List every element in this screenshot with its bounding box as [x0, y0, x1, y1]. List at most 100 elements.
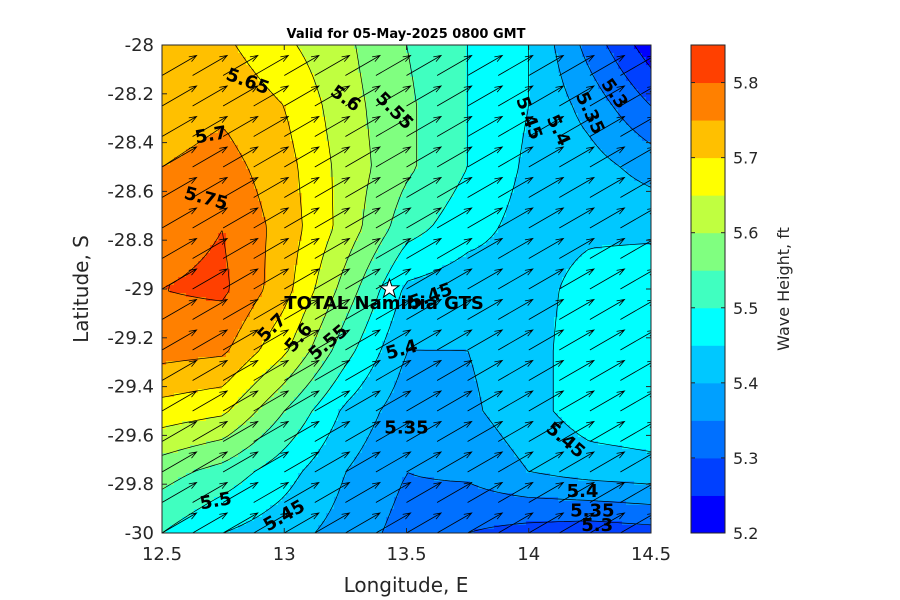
colorbar-swatch	[691, 120, 725, 159]
wave-vector-arrow	[497, 54, 534, 76]
wave-vector-arrow	[253, 359, 290, 381]
wave-vector-arrow	[162, 115, 198, 137]
wave-vector-arrow	[589, 420, 626, 442]
wave-vector-arrow	[345, 85, 382, 107]
x-tick-label: 12.5	[142, 544, 182, 565]
wave-vector-arrow	[253, 207, 290, 229]
wave-vector-arrow	[253, 390, 290, 412]
wave-vector-arrow	[314, 359, 351, 381]
wave-vector-arrow	[528, 85, 565, 107]
colorbar-swatch	[691, 457, 725, 496]
wave-vector-arrow	[589, 390, 626, 412]
wave-vector-arrow	[497, 146, 534, 168]
contour-label: 5.35	[384, 418, 428, 439]
x-axis-title: Longitude, E	[344, 573, 469, 597]
wave-vector-arrow	[559, 329, 596, 351]
colorbar-tick-label: 5.4	[733, 374, 758, 393]
y-tick-label: -30	[125, 523, 154, 544]
wave-vector-arrow	[162, 451, 198, 473]
wave-vector-arrow	[589, 329, 626, 351]
wave-vector-arrow	[620, 208, 651, 229]
chart-title: Valid for 05-May-2025 0800 GMT	[287, 27, 526, 42]
wave-vector-arrow	[559, 268, 596, 290]
y-tick-label: -28	[125, 35, 154, 56]
wave-vector-arrow	[620, 269, 651, 290]
wave-vector-arrow	[284, 268, 320, 290]
wave-vector-arrow	[284, 451, 320, 473]
wave-vector-arrow	[222, 237, 259, 259]
wave-vector-arrow	[375, 54, 412, 76]
wave-vector-arrow	[253, 329, 290, 351]
wave-vector-arrow	[436, 420, 473, 442]
wave-vector-arrow	[192, 481, 229, 503]
wave-vector-arrow	[620, 421, 651, 442]
wave-vector-arrow	[314, 237, 351, 259]
wave-vector-arrow	[162, 329, 198, 351]
wave-vector-arrow	[559, 115, 596, 137]
wave-vector-arrow	[162, 390, 198, 412]
wave-vector-arrow	[375, 390, 412, 412]
wave-vector-arrow	[620, 513, 651, 533]
wave-vector-arrow	[497, 85, 534, 107]
wave-vector-arrow	[222, 115, 259, 137]
wave-vector-arrow	[284, 176, 320, 198]
wave-vector-arrow	[222, 512, 259, 533]
y-axis: -28 -28.2 -28.4 -28.6 -28.8 -29 -29.2 -29.4 -29.…	[107, 35, 651, 544]
wave-vector-arrow	[192, 268, 229, 290]
wave-vector-arrow	[497, 207, 534, 229]
wave-vector-arrow	[345, 390, 382, 412]
colorbar-swatch	[691, 45, 725, 84]
colorbar-swatch	[691, 195, 725, 234]
wave-vector-arrow	[406, 512, 443, 533]
wave-vector-arrow	[375, 237, 412, 259]
wave-vector-arrow	[467, 207, 504, 229]
wave-vector-arrow	[497, 268, 534, 290]
wave-vector-arrow	[253, 512, 290, 533]
wave-vector-arrow	[284, 146, 320, 168]
wave-vector-arrow	[436, 390, 473, 412]
colorbar-tick-label: 5.2	[733, 524, 758, 543]
wave-vector-arrow	[345, 146, 382, 168]
colorbar-tick-label: 5.6	[733, 224, 758, 243]
x-tick-label: 14	[517, 544, 540, 565]
wave-vector-arrow	[497, 329, 534, 351]
wave-vector-arrow	[222, 176, 259, 198]
contour-label: 5.4	[567, 481, 599, 502]
wave-vector-arrow	[284, 298, 320, 320]
wave-vector-arrow	[192, 359, 229, 381]
colorbar-title: Wave Height, ft	[774, 227, 793, 351]
wave-vector-arrow	[528, 481, 565, 503]
y-axis-title: Latitude, S	[69, 235, 93, 343]
wave-vector-arrow	[467, 85, 504, 107]
wave-vector-arrow	[162, 54, 198, 76]
wave-vector-arrow	[345, 451, 382, 473]
colorbar-swatch	[691, 382, 725, 421]
wave-vector-arrow	[162, 85, 198, 107]
wave-vector-arrow	[314, 481, 351, 503]
wave-vector-arrow	[436, 85, 473, 107]
wave-vector-arrow	[345, 176, 382, 198]
wave-vector-arrow	[253, 481, 290, 503]
wave-vector-arrow	[559, 176, 596, 198]
wave-vector-arrow	[436, 54, 473, 76]
wave-vector-arrow	[192, 451, 229, 473]
site-marker-group: TOTAL Namibia GTS	[284, 277, 484, 314]
wave-vector-arrow	[162, 176, 198, 198]
colorbar-tick-label: 5.5	[733, 299, 758, 318]
wave-vector-arrow	[284, 329, 320, 351]
wave-vector-arrow	[620, 330, 651, 351]
wave-vector-arrow	[497, 451, 534, 473]
wave-vector-arrow	[162, 146, 198, 168]
wave-vector-arrow	[620, 299, 651, 320]
wave-vector-arrow	[436, 481, 473, 503]
wave-vector-arrow	[375, 451, 412, 473]
wave-vector-arrow	[467, 420, 504, 442]
wave-vector-arrow	[467, 268, 504, 290]
wave-vector-arrow	[528, 176, 565, 198]
wave-vector-arrow	[497, 512, 534, 533]
wave-vector-arrow	[314, 451, 351, 473]
wave-vector-arrow	[497, 420, 534, 442]
wave-vector-arrow	[528, 390, 565, 412]
wave-vector-arrow	[406, 481, 443, 503]
wave-vector-arrow	[284, 420, 320, 442]
